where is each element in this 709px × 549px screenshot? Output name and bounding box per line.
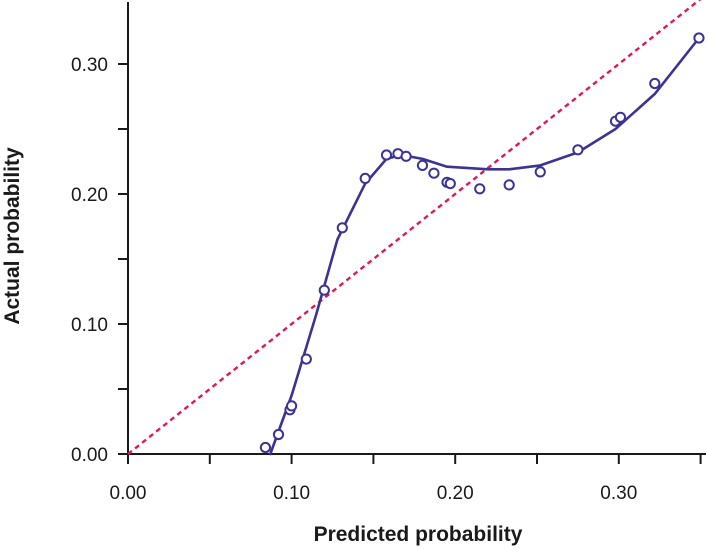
x-tick-label: 0.00: [110, 483, 147, 504]
data-point: [286, 400, 298, 412]
data-point: [380, 149, 393, 161]
data-point: [416, 159, 429, 171]
y-tick-label: 0.10: [71, 315, 108, 336]
x-axis-title: Predicted probability: [314, 523, 523, 546]
data-point: [400, 150, 412, 162]
data-point: [572, 144, 584, 156]
data-point: [359, 172, 371, 184]
data-point: [336, 222, 348, 234]
data-point: [693, 32, 705, 44]
x-tick-label: 0.20: [437, 483, 474, 504]
x-tick-label: 0.10: [273, 483, 310, 504]
data-point: [259, 441, 272, 454]
y-tick-label: 0.20: [71, 185, 108, 206]
y-tick-label: 0.00: [71, 445, 108, 466]
x-tick-label: 0.30: [600, 483, 637, 504]
axes: [118, 2, 706, 464]
data-point: [614, 111, 627, 123]
data-point: [444, 178, 456, 190]
data-point: [318, 284, 330, 296]
data-point: [503, 179, 515, 191]
data-point: [534, 166, 546, 178]
data-points-layer: [259, 32, 705, 454]
data-point: [474, 183, 486, 195]
data-point: [300, 353, 312, 365]
tick-labels: 0.00 0.10 0.20 0.30 0.00 0.10 0.20 0.30: [71, 55, 637, 504]
data-point: [649, 77, 661, 90]
reference-diagonal-line: [127, 0, 702, 455]
smoothed-line-layer: [268, 36, 701, 456]
y-axis-title: Actual probability: [1, 147, 24, 325]
data-point: [272, 428, 285, 441]
smoothed-calibration-line: [268, 36, 701, 456]
reference-line-layer: [127, 0, 702, 455]
data-point: [428, 167, 440, 179]
y-tick-label: 0.30: [71, 55, 108, 76]
